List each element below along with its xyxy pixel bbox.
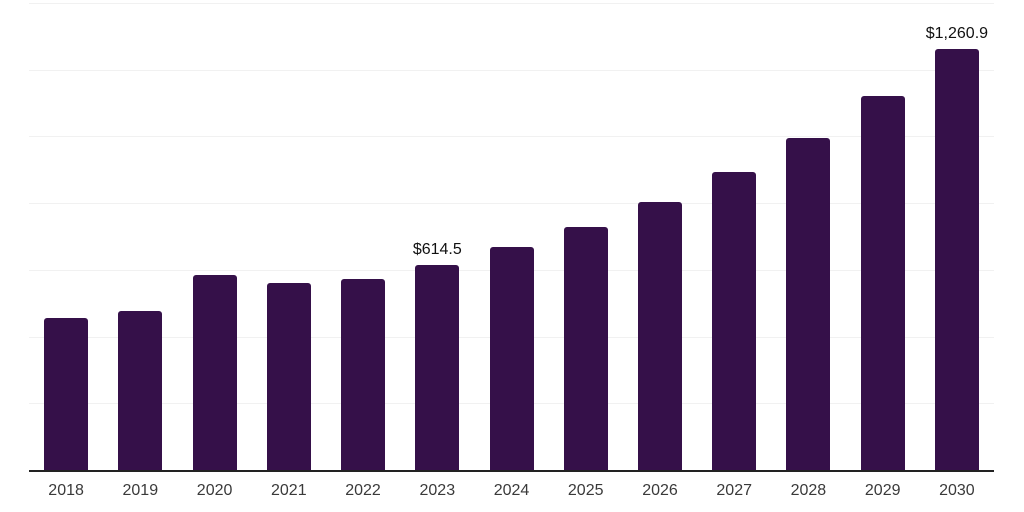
gridline bbox=[29, 136, 994, 138]
bar-2020 bbox=[192, 275, 237, 470]
bar-2024 bbox=[489, 246, 534, 470]
x-tick-label-2022: 2022 bbox=[345, 482, 381, 499]
bar-2022 bbox=[341, 279, 385, 470]
x-tick-label-2028: 2028 bbox=[790, 482, 827, 499]
x-tick-label-2023: 2023 bbox=[419, 482, 456, 499]
bar-2029 bbox=[860, 95, 905, 470]
bar-2023 bbox=[415, 265, 460, 470]
x-tick-label-2018: 2018 bbox=[48, 482, 84, 499]
x-tick-label-2021: 2021 bbox=[271, 482, 307, 499]
x-tick-label-2027: 2027 bbox=[716, 482, 752, 499]
gridline bbox=[29, 3, 994, 4]
x-axis: 2018 2019 2020 2021 2022 2023 2024 2025 2026 2027… bbox=[29, 472, 994, 512]
bar-2021 bbox=[266, 283, 311, 470]
bar-value-label-2023: $614.5 bbox=[412, 241, 462, 258]
x-tick-label-2020: 2020 bbox=[196, 482, 233, 499]
gridline bbox=[29, 69, 994, 71]
bar-2025 bbox=[563, 226, 608, 470]
plot-area: $614.5 $1,260.9 bbox=[29, 3, 994, 472]
bar-2019 bbox=[118, 311, 163, 470]
bar-value-label-2030: $1,260.9 bbox=[925, 25, 989, 43]
bar-2026 bbox=[638, 201, 682, 470]
bar-2030 bbox=[934, 49, 979, 470]
gridline bbox=[29, 203, 994, 205]
bar-2027 bbox=[712, 171, 757, 470]
x-tick-label-2030: 2030 bbox=[939, 482, 975, 499]
x-tick-label-2019: 2019 bbox=[122, 482, 159, 499]
bar-2018 bbox=[44, 318, 89, 470]
x-tick-label-2026: 2026 bbox=[642, 482, 678, 499]
bar-2028 bbox=[786, 138, 831, 470]
x-tick-label-2029: 2029 bbox=[864, 482, 901, 499]
x-tick-label-2024: 2024 bbox=[493, 482, 530, 499]
x-tick-label-2025: 2025 bbox=[567, 482, 604, 499]
